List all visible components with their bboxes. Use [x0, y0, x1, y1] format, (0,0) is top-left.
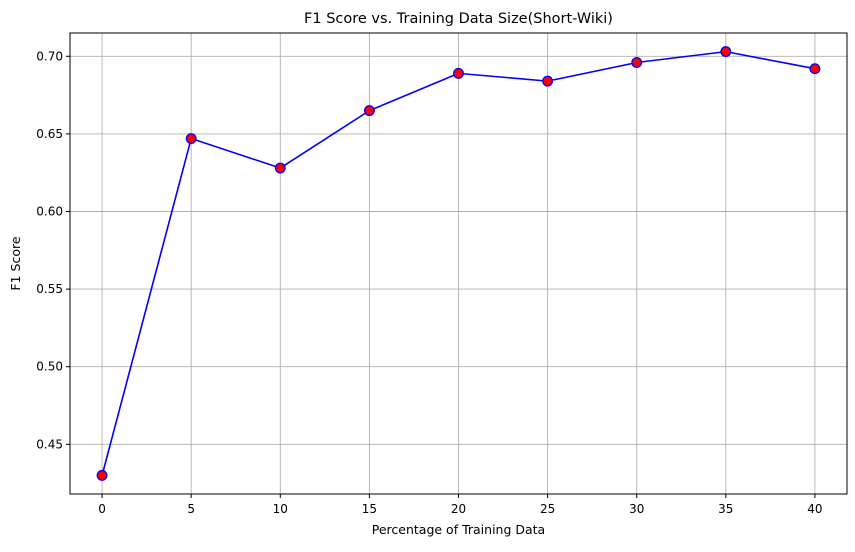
x-tick-label: 0 — [98, 502, 106, 516]
y-tick-label: 0.50 — [36, 360, 63, 374]
data-point-marker — [96, 469, 108, 481]
y-tick-label: 0.70 — [36, 49, 63, 63]
y-tick-label: 0.55 — [36, 282, 63, 296]
data-points — [96, 46, 821, 481]
y-axis-ticks: 0.45 0.50 0.55 0.60 0.65 0.70 — [36, 49, 70, 451]
data-point-marker — [809, 63, 821, 75]
data-point-marker — [453, 67, 464, 79]
data-point-marker — [542, 75, 554, 87]
x-tick-label: 40 — [807, 502, 822, 516]
grid — [70, 33, 847, 494]
data-point-marker — [720, 46, 732, 58]
x-tick-label: 5 — [187, 502, 195, 516]
x-axis-ticks: 0 5 10 15 20 25 30 35 40 — [98, 494, 823, 516]
data-point-marker — [185, 133, 197, 144]
data-point-marker — [363, 105, 375, 117]
x-tick-label: 15 — [362, 502, 377, 516]
data-point-marker — [631, 57, 643, 68]
x-tick-label: 10 — [273, 502, 288, 516]
x-tick-label: 30 — [629, 502, 644, 516]
y-tick-label: 0.45 — [36, 437, 63, 451]
chart-title: F1 Score vs. Training Data Size(Short-Wi… — [304, 11, 613, 27]
x-tick-label: 25 — [540, 502, 555, 516]
y-axis-label: F1 Score — [8, 236, 23, 290]
y-tick-label: 0.60 — [36, 205, 63, 219]
x-axis-label: Percentage of Training Data — [372, 522, 545, 537]
x-tick-label: 35 — [718, 502, 733, 516]
x-tick-label: 20 — [451, 502, 466, 516]
data-point-marker — [274, 162, 286, 174]
y-tick-label: 0.65 — [36, 127, 63, 141]
